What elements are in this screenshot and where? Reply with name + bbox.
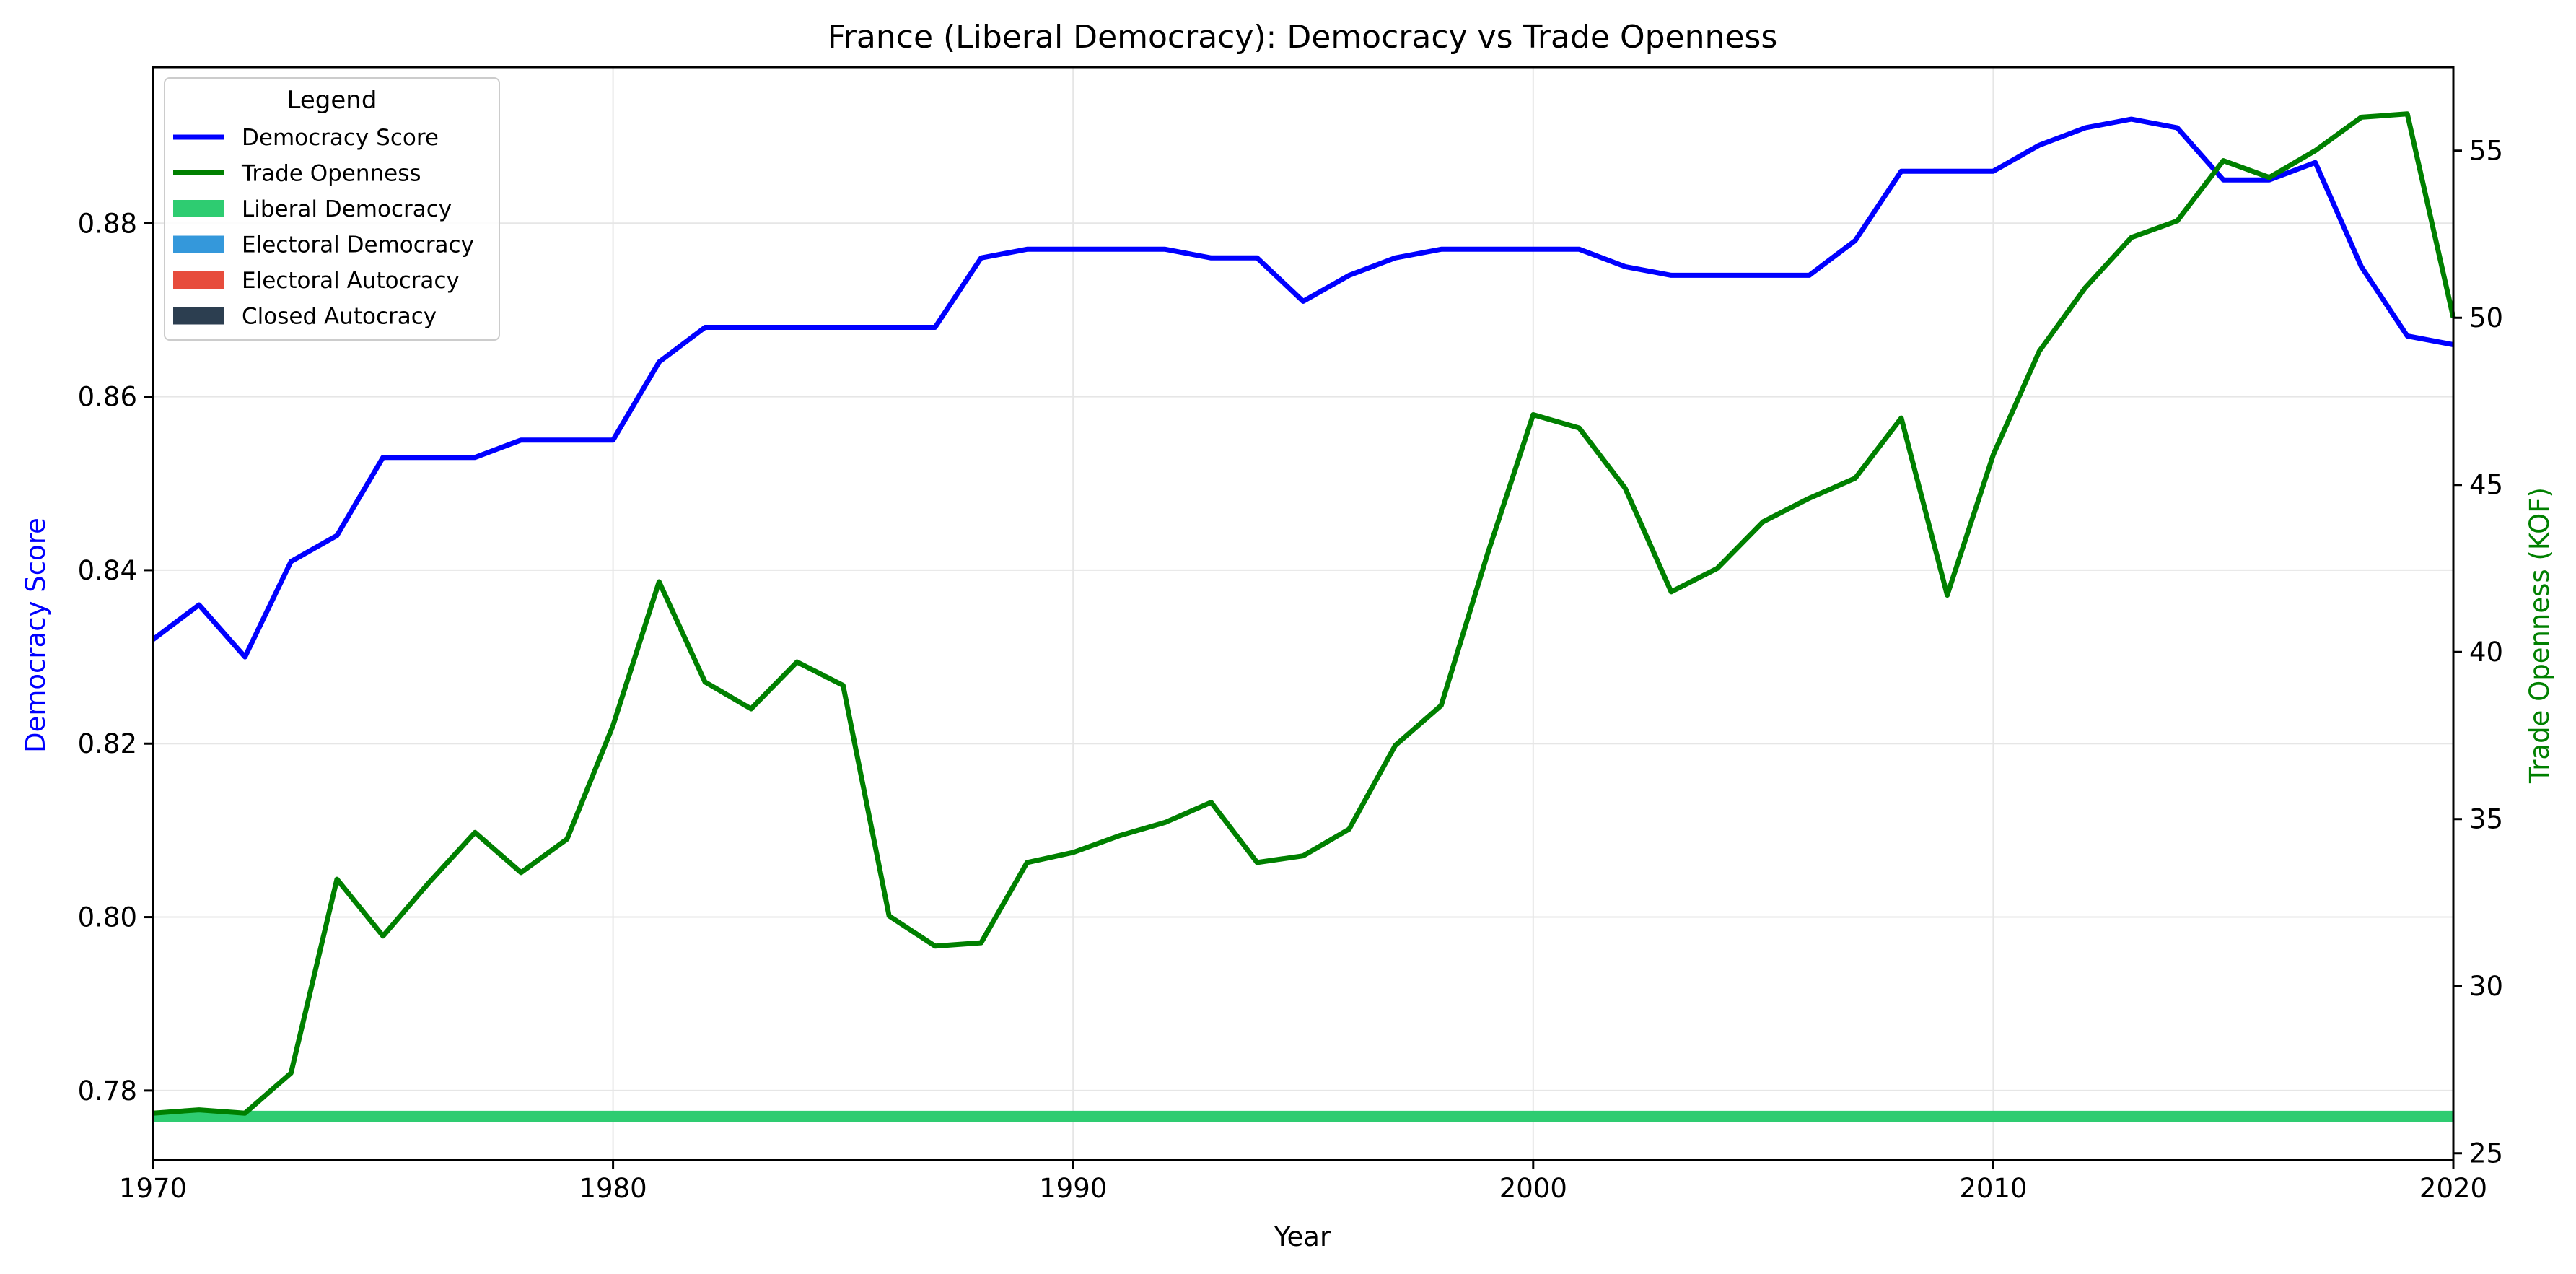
y-right-tick-label: 35 xyxy=(2469,804,2503,835)
x-tick-label: 2010 xyxy=(1959,1173,2027,1204)
legend-title: Legend xyxy=(287,86,377,115)
y-right-tick-label: 25 xyxy=(2469,1138,2503,1169)
y-right-tick-label: 45 xyxy=(2469,470,2503,501)
x-tick-label: 1980 xyxy=(579,1173,647,1204)
chart-title: France (Liberal Democracy): Democracy vs… xyxy=(828,19,1778,56)
legend-swatch-closed-autocracy xyxy=(173,307,224,325)
x-tick-label: 1970 xyxy=(119,1173,187,1204)
x-tick-label: 2000 xyxy=(1499,1173,1567,1204)
series-line-democracy-score xyxy=(151,116,2454,660)
y-left-tick-label: 0.86 xyxy=(78,382,137,413)
y-right-tick-label: 30 xyxy=(2469,971,2503,1002)
legend-label-electoral-democracy: Electoral Democracy xyxy=(242,232,474,258)
legend-swatch-electoral-autocracy xyxy=(173,271,224,289)
y-axis-left-label: Democracy Score xyxy=(20,518,51,753)
x-tick-label: 2020 xyxy=(2419,1173,2487,1204)
legend-swatch-electoral-democracy xyxy=(173,235,224,253)
y-left-tick-label: 0.84 xyxy=(78,555,137,586)
legend-label-trade-openness: Trade Openness xyxy=(241,161,421,187)
y-left-tick-label: 0.78 xyxy=(78,1076,137,1107)
y-axis-right-label: Trade Openness (KOF) xyxy=(2524,487,2555,784)
legend-label-electoral-autocracy: Electoral Autocracy xyxy=(242,268,460,294)
legend-swatch-liberal-democracy xyxy=(173,200,224,217)
y-left-tick-label: 0.80 xyxy=(78,902,137,933)
series-line-trade-openness xyxy=(152,111,2456,1116)
y-left-tick-label: 0.82 xyxy=(78,728,137,759)
legend: Legend Democracy Score Trade Openness Liber… xyxy=(164,77,500,341)
x-axis-label: Year xyxy=(1274,1221,1331,1252)
y-right-tick-label: 40 xyxy=(2469,637,2503,668)
y-axis-right: 25 30 35 40 45 50 55 xyxy=(2453,136,2503,1169)
legend-label-liberal-democracy: Liberal Democracy xyxy=(242,196,452,222)
x-axis: 1970 1980 1990 2000 2010 2020 xyxy=(119,1160,2487,1204)
x-tick-label: 1990 xyxy=(1039,1173,1107,1204)
y-right-tick-label: 55 xyxy=(2469,136,2503,167)
legend-label-democracy-score: Democracy Score xyxy=(242,125,439,151)
series-layer xyxy=(151,111,2456,1116)
legend-box xyxy=(164,77,500,341)
y-left-tick-label: 0.88 xyxy=(78,208,137,239)
plot-frame xyxy=(152,66,2455,1161)
y-right-tick-label: 50 xyxy=(2469,302,2503,333)
y-axis-left: 0.78 0.80 0.82 0.84 0.86 0.88 xyxy=(78,208,153,1107)
legend-label-closed-autocracy: Closed Autocracy xyxy=(242,304,437,330)
